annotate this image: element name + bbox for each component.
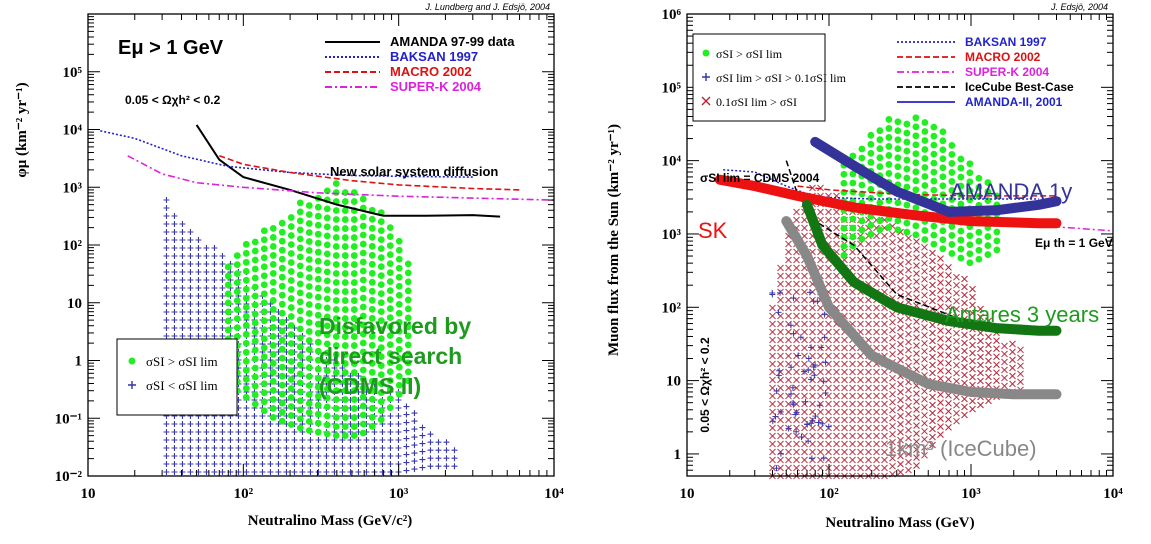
sensitivity-curve-sk: [714, 174, 1062, 229]
left-omega-range: 0.05 < Ωχh² < 0.2: [125, 93, 221, 107]
p0-x-tick-label: 10²: [234, 486, 254, 502]
left-curve-baksan-1997: [100, 130, 473, 178]
sensitivity-curve-1km-icecube-: [781, 216, 1062, 400]
right-legend-entry: SUPER-K 2004: [965, 65, 1049, 79]
left-legend-entry: MACRO 2002: [390, 64, 472, 79]
right-scatter-region: [769, 114, 1024, 480]
right-sigma-legend-entry: 0.1σSI lim > σSI: [716, 95, 797, 109]
left-legend-sigma: σSI > σSI lim σSI < σSI lim: [116, 338, 238, 416]
left-chart: 10 10² 10³ 10⁴ 10⁻² 10⁻¹ 1 10 10² 10³ 10⁴ 10⁵ J. Lu…: [14, 2, 564, 529]
right-sigma-legend-entry: σSI > σSI lim: [716, 47, 783, 61]
p1-x-tick-label: 10²: [819, 486, 839, 502]
right-credit: J. Edsjö, 2004: [1050, 2, 1108, 12]
right-legend-entry: IceCube Best-Case: [965, 80, 1074, 94]
disfavored-annotation: Disfavored by direct search (CDMS II): [319, 313, 471, 399]
p1-x-tick-label: 10: [680, 486, 695, 502]
right-legend-entry: AMANDA-II, 2001: [965, 95, 1063, 109]
left-sigma-legend-entry: σSI < σSI lim: [146, 378, 218, 393]
sensitivity-curve-antares-3-years: [802, 199, 1062, 336]
right-curve-labels: SK AMANDA 1y Antares 3 years 1km³ (IceCube): [698, 179, 1099, 461]
left-legend-entry: AMANDA 97-99 data: [390, 34, 515, 49]
p0-x-tick-label: 10⁴: [544, 486, 564, 502]
left-curve-macro-2002: [219, 155, 520, 191]
p0-x-tick-label: 10³: [389, 486, 409, 502]
p0-y-tick-label: 10²: [63, 238, 83, 254]
p0-y-tick-label: 1: [75, 354, 83, 370]
left-curve-amanda-97-99-data: [195, 124, 501, 218]
p0-y-tick-label: 10⁵: [63, 65, 83, 81]
disfavored-line: Disfavored by: [319, 313, 471, 339]
right-sigma-legend-entry: σSI lim > σSI > 0.1σSI lim: [716, 71, 847, 85]
left-y-axis-label: φμ (km⁻² yr⁻¹): [14, 82, 30, 177]
right-cdms-note: σSI lim = CDMS 2004: [700, 171, 820, 185]
right-x-axis-label: Neutralino Mass (GeV): [825, 515, 974, 531]
left-diffusion-note: New solar system diffusion: [330, 164, 498, 179]
right-energy-threshold: Eμ th = 1 GeV: [1035, 236, 1113, 250]
p0-y-tick-label: 10: [67, 296, 82, 312]
right-y-axis-label: Muon flux from the Sun (km⁻² yr⁻¹): [606, 124, 622, 356]
p1-y-tick-label: 10³: [662, 227, 682, 243]
curve-label-antares-3-years: Antares 3 years: [945, 302, 1099, 327]
left-energy-threshold: Eμ > 1 GeV: [118, 37, 224, 59]
disfavored-line: direct search: [319, 343, 462, 369]
p0-y-tick-label: 10⁴: [63, 123, 83, 139]
left-axis-ticks: 10 10² 10³ 10⁴ 10⁻² 10⁻¹ 1 10 10² 10³ 10⁴ 10⁵: [55, 13, 564, 502]
right-legend-entry: BAKSAN 1997: [965, 35, 1047, 49]
curve-label-sk: SK: [698, 218, 728, 243]
left-credit: J. Lundberg and J. Edsjö, 2004: [424, 2, 550, 12]
p1-y-tick-label: 10: [666, 374, 681, 390]
p1-y-tick-label: 10²: [662, 300, 682, 316]
p0-y-tick-label: 10⁻¹: [55, 411, 82, 427]
right-chart: 10 10² 10³ 10⁴ 1 10 10² 10³ 10⁴ 10⁵ 10⁶ J. Edsjö, …: [606, 2, 1123, 531]
left-limit-curves: [100, 124, 555, 218]
right-sensitivity-curves: [714, 136, 1062, 400]
sensitivity-curve-amanda-1y: [810, 136, 1062, 217]
right-legend-sigma: σSI > σSI lim σSI lim > σSI > 0.1σSI lim 0…: [692, 33, 847, 122]
right-legend-entry: MACRO 2002: [965, 50, 1041, 64]
curve-label-1km-icecube-: 1km³ (IceCube): [885, 436, 1037, 461]
left-legend-entry: SUPER-K 2004: [390, 79, 482, 94]
curve-label-amanda-1y: AMANDA 1y: [950, 179, 1072, 204]
p0-y-tick-label: 10⁻²: [55, 469, 83, 485]
p1-y-tick-label: 1: [674, 447, 682, 463]
right-axis-ticks: 10 10² 10³ 10⁴ 1 10 10² 10³ 10⁴ 10⁵ 10⁶: [662, 7, 1124, 502]
left-sigma-legend-entry: σSI > σSI lim: [146, 354, 218, 369]
p1-x-tick-label: 10⁴: [1103, 486, 1123, 502]
right-omega-range: 0.05 < Ωχh² < 0.2: [698, 337, 712, 433]
p0-x-tick-label: 10: [81, 486, 96, 502]
disfavored-line: (CDMS II): [319, 373, 421, 399]
p1-y-tick-label: 10⁵: [662, 80, 682, 96]
p1-y-tick-label: 10⁶: [662, 7, 682, 23]
p1-y-tick-label: 10⁴: [662, 154, 682, 170]
left-x-axis-label: Neutralino Mass (GeV/c²): [248, 513, 412, 529]
right-curve-icecube-best-case: [785, 160, 1057, 334]
p0-y-tick-label: 10³: [63, 180, 83, 196]
left-legend-entry: BAKSAN 1997: [390, 49, 478, 64]
p1-x-tick-label: 10³: [961, 486, 981, 502]
